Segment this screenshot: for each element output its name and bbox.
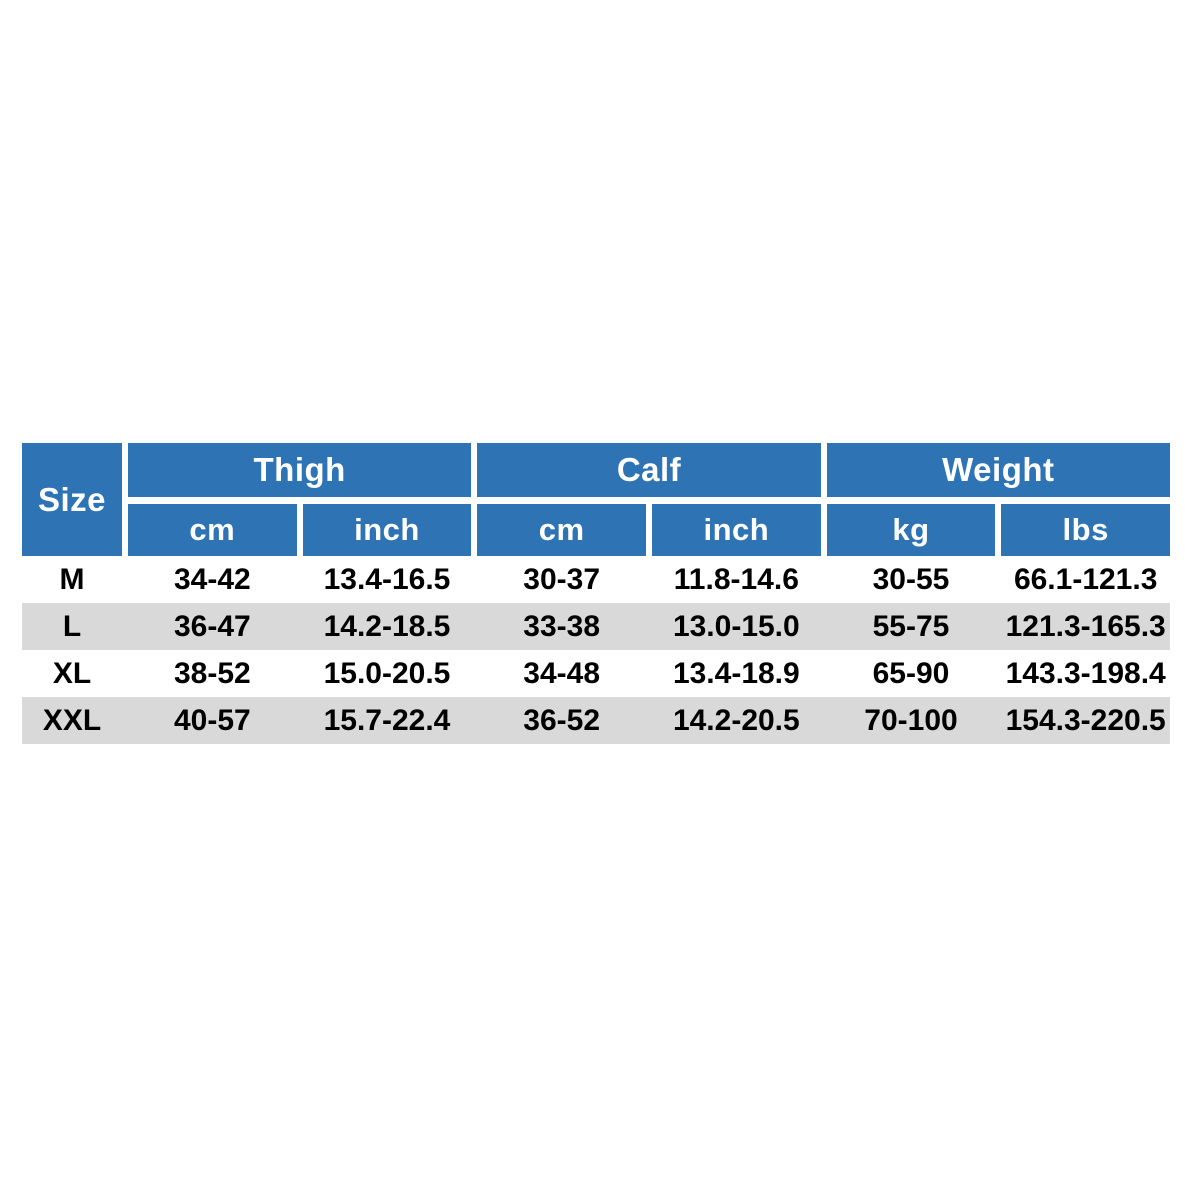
header-weight-kg: kg bbox=[826, 504, 996, 556]
row-size-label: XXL bbox=[42, 703, 102, 737]
size-chart-table: Size Thigh Calf Weight cm inch cm inch k… bbox=[22, 443, 1170, 744]
cell-calf-inch: 11.8-14.6 bbox=[673, 562, 799, 596]
row-size-label: M bbox=[59, 562, 85, 596]
table-body: M 34-42 13.4-16.5 30-37 11.8-14.6 30-55 … bbox=[22, 556, 1170, 744]
cell-calf-cm: 33-38 bbox=[523, 609, 601, 643]
header-thigh-inch: inch bbox=[302, 504, 472, 556]
cell-thigh-inch: 14.2-18.5 bbox=[323, 609, 451, 643]
cell-calf-cm: 36-52 bbox=[523, 703, 601, 737]
cell-weight-kg: 30-55 bbox=[872, 562, 950, 596]
cell-weight-lbs: 66.1-121.3 bbox=[1013, 562, 1158, 596]
header-calf-inch: inch bbox=[652, 504, 821, 556]
cell-thigh-cm: 40-57 bbox=[173, 703, 251, 737]
header-weight-lbs: lbs bbox=[1001, 504, 1170, 556]
cell-thigh-inch: 15.0-20.5 bbox=[323, 656, 451, 690]
cell-thigh-cm: 34-42 bbox=[173, 562, 251, 596]
cell-weight-kg: 65-90 bbox=[872, 656, 950, 690]
cell-thigh-cm: 36-47 bbox=[173, 609, 251, 643]
cell-weight-lbs: 143.3-198.4 bbox=[1005, 656, 1166, 690]
header-size: Size bbox=[22, 443, 122, 556]
cell-calf-inch: 13.0-15.0 bbox=[672, 609, 800, 643]
row-size-label: L bbox=[62, 609, 82, 643]
cell-thigh-inch: 15.7-22.4 bbox=[323, 703, 451, 737]
cell-calf-cm: 34-48 bbox=[523, 656, 601, 690]
cell-calf-inch: 14.2-20.5 bbox=[672, 703, 800, 737]
cell-weight-kg: 70-100 bbox=[864, 703, 958, 737]
cell-weight-lbs: 154.3-220.5 bbox=[1005, 703, 1166, 737]
table-header: Size Thigh Calf Weight cm inch cm inch k… bbox=[22, 443, 1170, 556]
table-row: L 36-47 14.2-18.5 33-38 13.0-15.0 55-75 … bbox=[22, 603, 1170, 650]
table-row: XXL 40-57 15.7-22.4 36-52 14.2-20.5 70-1… bbox=[22, 697, 1170, 744]
cell-thigh-cm: 38-52 bbox=[173, 656, 251, 690]
table-row: M 34-42 13.4-16.5 30-37 11.8-14.6 30-55 … bbox=[22, 556, 1170, 603]
header-thigh-cm: cm bbox=[128, 504, 297, 556]
row-size-label: XL bbox=[52, 656, 92, 690]
cell-weight-kg: 55-75 bbox=[872, 609, 950, 643]
header-group-thigh: Thigh bbox=[128, 443, 472, 497]
cell-thigh-inch: 13.4-16.5 bbox=[323, 562, 451, 596]
cell-calf-cm: 30-37 bbox=[523, 562, 601, 596]
cell-weight-lbs: 121.3-165.3 bbox=[1005, 609, 1166, 643]
header-calf-cm: cm bbox=[477, 504, 646, 556]
table-row: XL 38-52 15.0-20.5 34-48 13.4-18.9 65-90… bbox=[22, 650, 1170, 697]
cell-calf-inch: 13.4-18.9 bbox=[672, 656, 800, 690]
header-group-weight: Weight bbox=[826, 443, 1170, 497]
header-group-calf: Calf bbox=[477, 443, 821, 497]
